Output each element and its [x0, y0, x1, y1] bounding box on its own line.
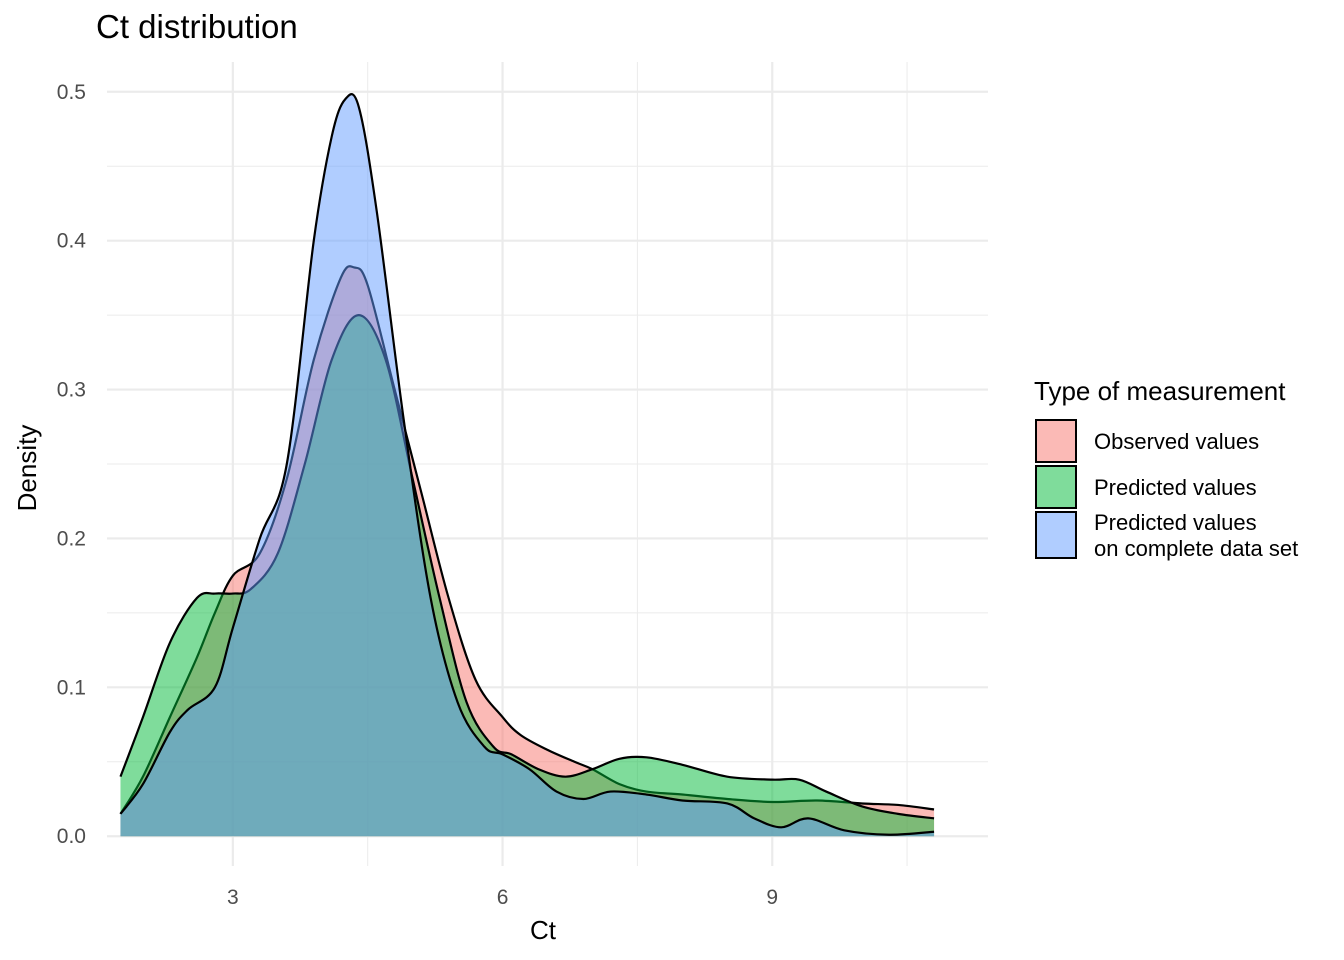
y-tick-label: 0.2: [57, 527, 86, 550]
legend-key: [1035, 465, 1077, 509]
y-tick-label: 0.0: [57, 825, 86, 848]
legend-label: on complete data set: [1094, 536, 1298, 561]
density-area-predicted-complete-outline: [119, 93, 935, 836]
density-area-predicted-outline: [119, 314, 935, 820]
x-tick-label: 6: [497, 886, 509, 909]
legend-label: Predicted values: [1094, 475, 1257, 500]
chart-title: Ct distribution: [96, 8, 298, 45]
y-tick-label: 0.4: [57, 230, 87, 253]
density-areas: [119, 93, 935, 837]
legend-item: Observed values: [1035, 419, 1259, 463]
legend-key: [1035, 419, 1077, 463]
legend-item: Predicted values: [1035, 465, 1257, 509]
legend-label: Predicted values: [1094, 510, 1257, 535]
legend-key: [1035, 511, 1077, 559]
x-axis-title: Ct: [530, 915, 557, 945]
legend-title: Type of measurement: [1034, 376, 1286, 406]
y-tick-label: 0.3: [57, 379, 86, 402]
x-tick-label: 9: [766, 886, 778, 909]
y-tick-label: 0.1: [57, 676, 86, 699]
legend-label: Observed values: [1094, 429, 1259, 454]
y-axis-tick-labels: 0.0 0.1 0.2 0.3 0.4 0.5: [57, 81, 87, 848]
x-axis-tick-labels: 3 6 9: [227, 886, 778, 909]
y-tick-label: 0.5: [57, 81, 86, 104]
density-area-predicted-complete-fill: [120, 94, 935, 837]
x-tick-label: 3: [227, 886, 239, 909]
y-axis-title: Density: [12, 425, 42, 512]
legend: Type of measurement Observed values Predi…: [1034, 376, 1298, 561]
